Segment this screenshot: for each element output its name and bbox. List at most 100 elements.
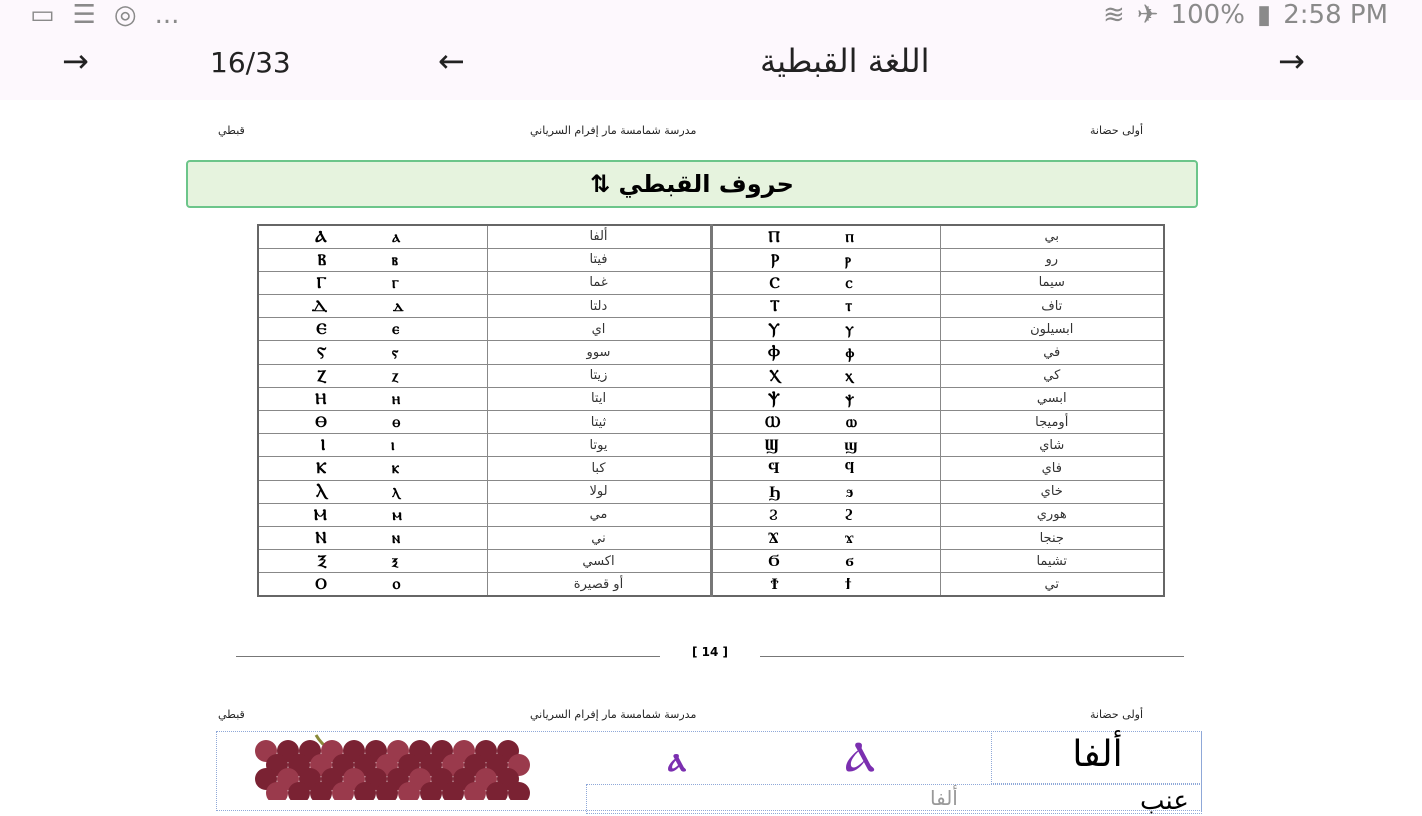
coptic-alphabet-table: Ⲁ ⲁ ألفا Ⲡ ⲡ بي Ⲃ ⲃ فيتا Ⲣ ⲣ رو Ⲅ ⲅ غما Ⲥ … [257,224,1165,597]
word: عنب [1140,786,1189,816]
letter-name: ايتا [486,386,713,412]
letter-name: ابسي [939,386,1165,412]
letter-name: كي [939,363,1165,388]
coptic-letter: Ⲁ ⲁ [257,224,488,249]
letter-name: ألفا [1072,734,1123,775]
letter-name: تاف [939,294,1165,319]
coptic-letter: Ϥ ϥ [710,456,941,481]
header-center-2: مدرسة شمامسة مار إفرام السرياني [530,708,697,721]
letter-name: جنجا [939,525,1165,551]
letter-name: تي [939,572,1165,597]
grape [266,782,288,800]
app-bar: → 16/33 ← اللغة القبطية → [0,30,1422,100]
page-number: [ 14 ] [660,645,760,659]
letter-name: هوري [939,502,1165,527]
grape [354,782,376,800]
letter-name: ثيتا [486,409,713,435]
section-title: حروف القبطي [618,170,794,198]
coptic-letter: Ϯ ϯ [710,572,941,597]
table-row: Ⲍ ⲍ زيتا Ⲭ ⲭ كي [257,363,1165,388]
back-arrow-icon[interactable]: → [1278,42,1305,80]
coptic-letter: Ⲱ ⲱ [710,409,941,435]
coptic-letter: Ⲣ ⲣ [710,247,941,272]
prev-page-arrow-icon[interactable]: ← [438,42,465,80]
coptic-letter: Ⲝ ⲝ [257,549,488,574]
clock: 2:58 PM [1283,0,1388,30]
table-row: Ⲑ ⲑ ثيتا Ⲱ ⲱ أوميجا [257,409,1165,435]
letter-name: رو [939,247,1165,272]
image-icon: ▭ [30,0,55,30]
letter-name: خاي [939,479,1165,504]
grape [486,782,508,800]
header-right: أولى حضانة [1090,124,1144,137]
letter-name: ني [486,525,713,551]
letter-name-cell [991,731,1202,784]
letter-name: اكسي [486,549,713,574]
list-icon: ☰ [72,0,96,30]
grape [332,782,354,800]
letter-name: ألفا [486,224,713,249]
table-row: Ⲟ ⲟ أو قصيرة Ϯ ϯ تي [257,572,1165,597]
grape [442,782,464,800]
letter-name: سوو [486,340,713,365]
letter-name: سيما [939,270,1165,296]
table-row: Ⲕ ⲕ كبا Ϥ ϥ فاي [257,456,1165,481]
coptic-letter: Ⲫ ⲫ [710,340,941,365]
letter-name: شاي [939,433,1165,458]
table-row: Ⲇ ⲇ دلتا Ⲧ ⲧ تاف [257,294,1165,319]
coptic-letter: Ⲏ ⲏ [257,386,488,412]
letter-name: فيتا [486,247,713,272]
table-row: Ⲓ ⲓ يوتا Ϣ ϣ شاي [257,433,1165,458]
grape [398,782,420,800]
grape [288,782,310,800]
app-title: اللغة القبطية [760,42,930,80]
sync-icon: ◎ [113,0,137,30]
coptic-letter: Ⲥ ⲥ [710,270,941,296]
next-page-arrow-icon[interactable]: → [62,42,89,80]
letter-name: مي [486,502,713,527]
table-row: Ⲋ ⲋ سوو Ⲫ ⲫ في [257,340,1165,365]
grapes-image [255,734,530,800]
more-dots-icon: ... [154,0,180,30]
coptic-letter: Ⲅ ⲅ [257,270,488,296]
grape [464,782,486,800]
wifi-icon: ≋ [1102,0,1125,30]
table-row: Ⲁ ⲁ ألفا Ⲡ ⲡ بي [257,224,1165,249]
coptic-letter: Ⲭ ⲭ [710,363,941,388]
coptic-letter: Ⲓ ⲓ [257,433,488,458]
coptic-letter: Ⲑ ⲑ [257,409,488,435]
letter-name: فاي [939,456,1165,481]
grape [310,782,332,800]
letter-name: كبا [486,456,713,481]
coptic-letter: Ⲍ ⲍ [257,363,488,388]
status-bar: ▭ ☰ ◎ ... ≋ ✈ 100% ▮ 2:58 PM [0,0,1422,30]
header-right-2: أولى حضانة [1090,708,1144,721]
coptic-letter: Ⲉ ⲉ [257,317,488,342]
letter-name: يوتا [486,433,713,458]
coptic-letter: Ϣ ϣ [710,433,941,458]
table-row: Ⲝ ⲝ اكسي Ϭ ϭ تشيما [257,549,1165,574]
battery-charging-icon: ▮ [1256,0,1272,30]
letter-name: دلتا [486,294,713,319]
coptic-letter: Ⲗ ⲗ [257,479,488,504]
letter-name: أو قصيرة [486,572,713,597]
letter-name: أوميجا [939,409,1165,435]
header-left-2: قبطي [218,708,245,721]
coptic-letter: Ⲯ ⲯ [710,386,941,412]
header-left: قبطي [218,124,245,137]
letter-name: في [939,340,1165,365]
battery-percent: 100% [1170,0,1245,30]
small-letter: ⲁ [668,738,686,780]
letter-name: تشيما [939,549,1165,574]
coptic-letter: Ⲛ ⲛ [257,525,488,551]
coptic-letter: Ϫ ϫ [710,525,941,551]
grape [420,782,442,800]
capital-letter: Ⲁ [845,732,876,781]
header-center: مدرسة شمامسة مار إفرام السرياني [530,124,697,137]
word-cell [586,784,1202,814]
coptic-letter: Ϭ ϭ [710,549,941,574]
coptic-letter: Ϧ ϧ [710,479,941,504]
coptic-letter: Ⲇ ⲇ [257,294,488,319]
letter-name: لولا [486,479,713,504]
coptic-letter: Ⲟ ⲟ [257,572,488,597]
